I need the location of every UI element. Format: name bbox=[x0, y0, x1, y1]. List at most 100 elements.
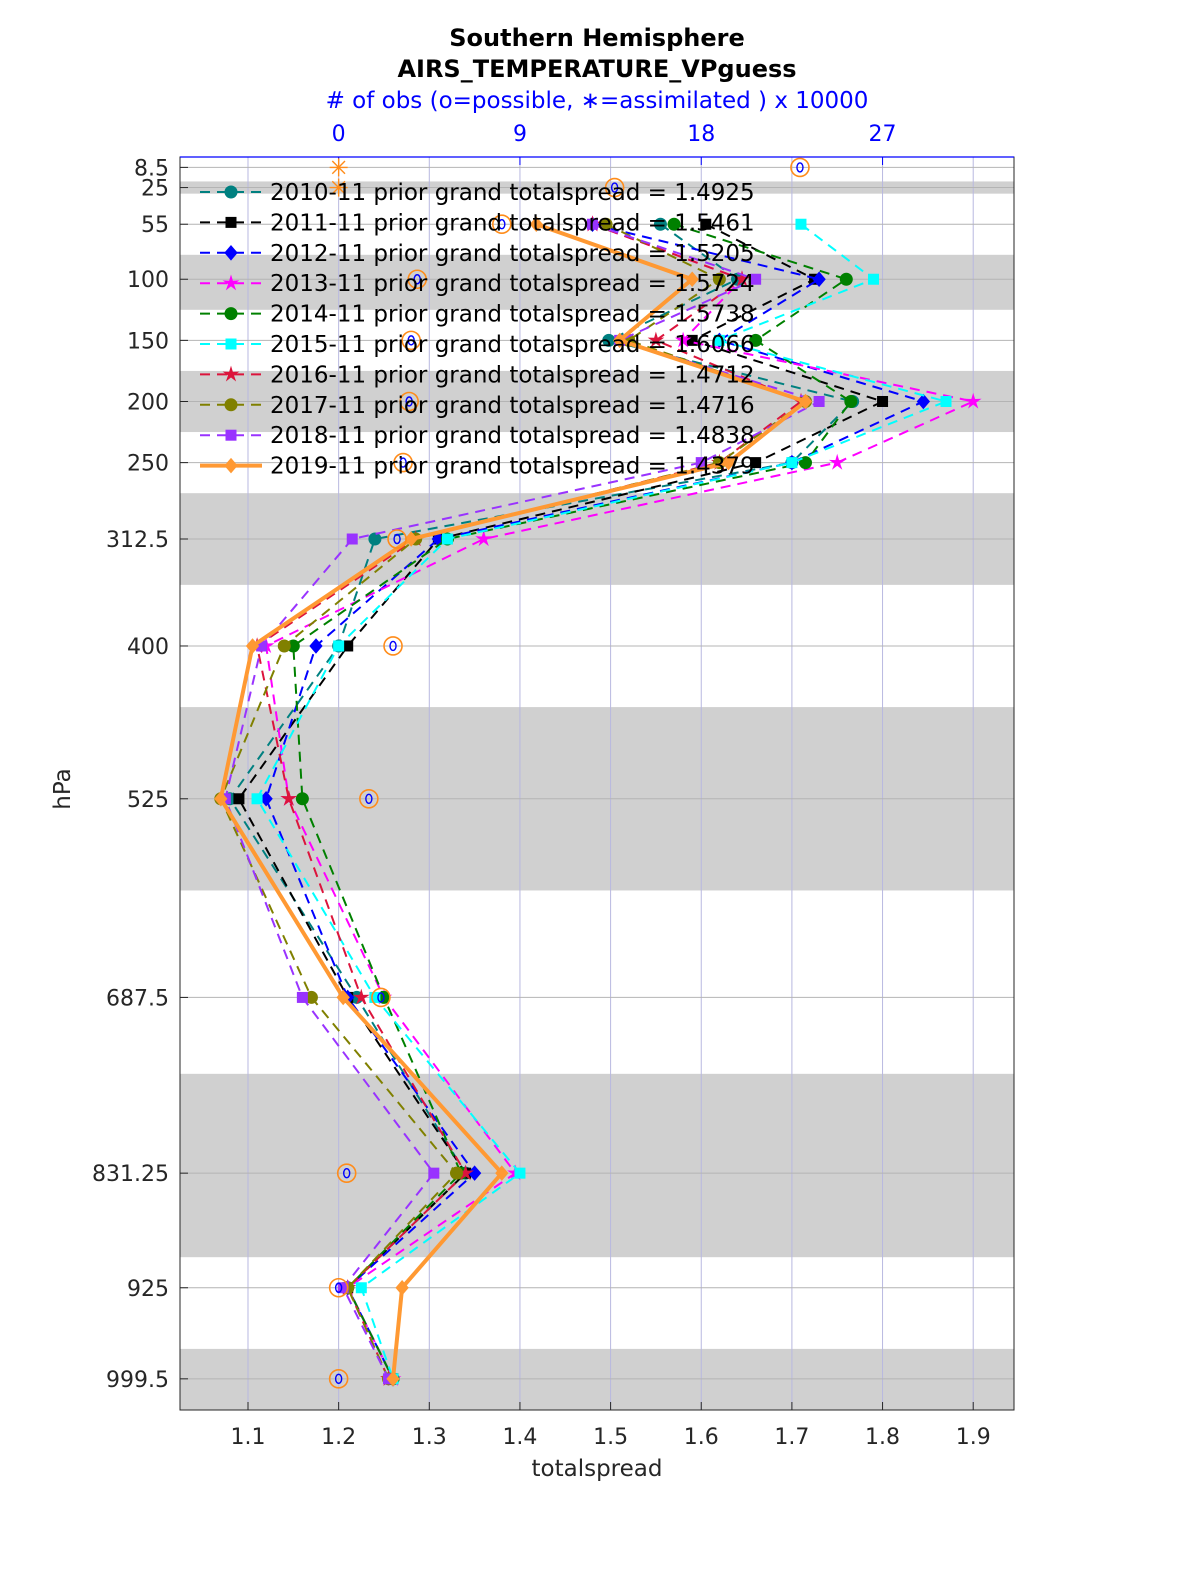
legend-marker bbox=[225, 429, 237, 441]
shaded-band bbox=[180, 1348, 1014, 1410]
data-point bbox=[798, 393, 813, 410]
data-point bbox=[296, 991, 308, 1003]
data-point bbox=[475, 530, 492, 547]
legend-entry: 2012-11 prior grand totalspread = 1.5205 bbox=[200, 241, 755, 267]
data-point bbox=[916, 393, 931, 410]
obs-possible-inner bbox=[393, 533, 401, 545]
series-line bbox=[218, 222, 810, 1380]
data-point bbox=[653, 217, 667, 231]
obs-possible-inner bbox=[377, 992, 385, 1003]
obs-possible-inner bbox=[342, 1167, 351, 1179]
data-point bbox=[613, 332, 627, 349]
data-point bbox=[368, 532, 382, 546]
obs-possible-marker bbox=[359, 788, 379, 809]
legend-label: 2013-11 prior grand totalspread = 1.5724 bbox=[270, 271, 755, 297]
obs-possible-marker bbox=[407, 269, 428, 290]
legend-entry: 2011-11 prior grand totalspread = 1.5461 bbox=[200, 210, 755, 236]
x-tick-label: 1.5 bbox=[593, 1425, 628, 1450]
obs-assimilated-marker bbox=[329, 178, 348, 197]
data-point bbox=[700, 218, 712, 230]
data-point bbox=[812, 271, 826, 288]
y-tick-label: 8.5 bbox=[134, 156, 169, 181]
obs-possible-inner bbox=[365, 793, 373, 804]
chart-title: Southern Hemisphere bbox=[449, 24, 745, 52]
legend-marker bbox=[224, 457, 238, 474]
x-tick-label: 1.8 bbox=[865, 1425, 900, 1450]
y-tick-label: 525 bbox=[127, 788, 169, 813]
data-point bbox=[813, 395, 825, 407]
shaded-band bbox=[180, 1073, 1014, 1258]
obs-possible-marker bbox=[336, 1163, 357, 1183]
data-point bbox=[342, 640, 354, 652]
data-point bbox=[721, 454, 736, 471]
data-point bbox=[839, 272, 853, 286]
data-point bbox=[713, 334, 725, 346]
data-point bbox=[309, 638, 323, 654]
legend-marker bbox=[224, 307, 238, 321]
data-point bbox=[386, 1371, 400, 1387]
x-tick-label: 1.3 bbox=[412, 1425, 447, 1450]
obs-possible-marker bbox=[401, 330, 421, 351]
data-point bbox=[844, 394, 858, 408]
series-6 bbox=[251, 218, 952, 1385]
data-point bbox=[750, 457, 762, 469]
data-point bbox=[449, 1166, 463, 1180]
legend-marker bbox=[224, 398, 238, 412]
obs-possible-inner bbox=[334, 1282, 343, 1293]
data-point bbox=[404, 531, 418, 547]
obs-possible-marker bbox=[371, 987, 391, 1008]
legend-entry: 2019-11 prior grand totalspread = 1.4379 bbox=[200, 454, 755, 480]
data-point bbox=[214, 791, 228, 807]
data-point bbox=[336, 989, 350, 1006]
data-point bbox=[395, 1279, 409, 1296]
x-tick-label: 1.7 bbox=[774, 1425, 809, 1450]
legend-entry: 2010-11 prior grand totalspread = 1.4925 bbox=[200, 180, 755, 206]
obs-possible-inner bbox=[407, 335, 415, 346]
data-point bbox=[233, 793, 245, 805]
y-tick-label: 100 bbox=[127, 268, 169, 293]
obs-possible-marker bbox=[399, 391, 419, 412]
obs-possible-marker bbox=[393, 452, 413, 473]
y-tick-label: 999.5 bbox=[106, 1368, 169, 1393]
series-line bbox=[292, 223, 853, 1380]
obs-possible-marker bbox=[604, 177, 625, 198]
obs-possible-marker bbox=[387, 529, 407, 549]
data-point bbox=[712, 272, 726, 286]
legend-label: 2018-11 prior grand totalspread = 1.4838 bbox=[270, 423, 755, 449]
obs-possible-inner bbox=[796, 162, 804, 173]
obs-possible-marker bbox=[383, 636, 403, 656]
data-point bbox=[441, 533, 453, 545]
data-point bbox=[251, 793, 263, 805]
legend-entry: 2018-11 prior grand totalspread = 1.4838 bbox=[200, 423, 755, 449]
data-point bbox=[245, 638, 260, 654]
data-point bbox=[495, 1165, 509, 1181]
y-tick-label: 150 bbox=[127, 329, 169, 354]
obs-assimilated-stroke bbox=[331, 180, 346, 195]
data-point bbox=[786, 457, 798, 469]
y-tick-label: 400 bbox=[127, 635, 169, 660]
obs-possible-marker bbox=[492, 214, 512, 235]
legend-entry: 2016-11 prior grand totalspread = 1.4712 bbox=[200, 362, 755, 388]
legend-label: 2015-11 prior grand totalspread = 1.6066 bbox=[270, 332, 755, 358]
series-line bbox=[265, 223, 927, 1380]
y-tick-label: 25 bbox=[141, 177, 169, 202]
series-line bbox=[224, 223, 822, 1380]
data-point bbox=[964, 392, 982, 409]
data-point bbox=[828, 453, 846, 470]
legend-label: 2017-11 prior grand totalspread = 1.4716 bbox=[270, 393, 755, 419]
series-10 bbox=[214, 216, 813, 1387]
obs-possible-marker bbox=[328, 1277, 349, 1298]
series-line bbox=[255, 223, 803, 1380]
data-point bbox=[352, 988, 370, 1005]
x-tick-label: 1.6 bbox=[684, 1425, 719, 1450]
data-point bbox=[750, 273, 762, 285]
obs-possible-inner bbox=[610, 182, 619, 193]
legend-marker bbox=[224, 185, 238, 199]
x-tick-label: 1.9 bbox=[956, 1425, 991, 1450]
legend-label: 2019-11 prior grand totalspread = 1.4379 bbox=[270, 454, 755, 480]
legend-marker bbox=[224, 245, 238, 261]
data-point bbox=[295, 792, 309, 806]
obs-assimilated-stroke bbox=[331, 160, 346, 175]
legend-marker bbox=[222, 365, 240, 382]
